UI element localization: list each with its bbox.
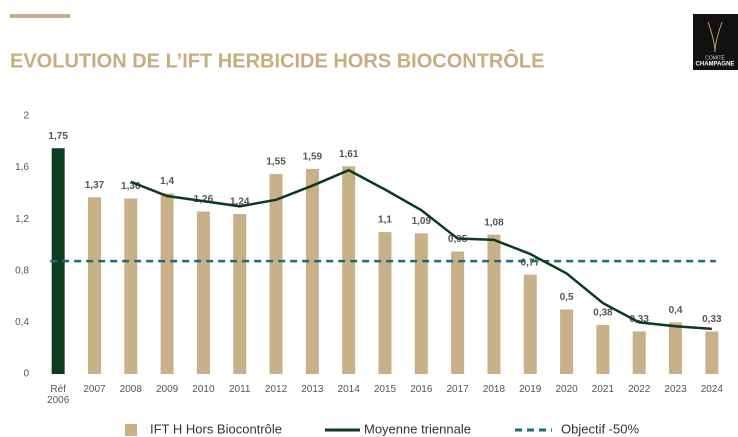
y-tick-label: 2 xyxy=(23,111,29,122)
value-label: 1,37 xyxy=(85,180,105,191)
x-tick-label: 2007 xyxy=(77,384,111,395)
x-tick-label: 2010 xyxy=(186,384,220,395)
logo-text: COMITÉ xyxy=(705,54,725,61)
bar xyxy=(705,331,718,374)
x-tick-label: 2019 xyxy=(513,384,547,395)
legend-label: Objectif -50% xyxy=(561,421,639,436)
bar xyxy=(487,235,500,374)
bar xyxy=(233,214,246,374)
y-tick-label: 0 xyxy=(23,369,29,380)
legend-swatch xyxy=(125,424,137,436)
x-tick-label: 2017 xyxy=(441,384,475,395)
value-label: 0,4 xyxy=(669,305,683,316)
legend-label: Moyenne triennale xyxy=(364,421,471,436)
chart-title: EVOLUTION DE L’IFT HERBICIDE HORS BIOCON… xyxy=(10,48,544,72)
logo-text: CHAMPAGNE xyxy=(696,62,735,68)
x-tick-label: 2013 xyxy=(295,384,329,395)
x-tick-label: 2015 xyxy=(368,384,402,395)
bar xyxy=(669,322,682,374)
value-label: 1,09 xyxy=(412,216,432,227)
x-tick-label: 2024 xyxy=(695,384,729,395)
x-tick-label: 2011 xyxy=(223,384,257,395)
bar xyxy=(306,169,319,374)
x-tick-label: 2023 xyxy=(659,384,693,395)
bar xyxy=(633,331,646,374)
bar xyxy=(560,310,573,375)
x-tick-label: 2022 xyxy=(622,384,656,395)
chart: EVOLUTION DE L’IFT HERBICIDE HORS BIOCON… xyxy=(0,0,738,437)
bar xyxy=(197,211,210,374)
page: EVOLUTION DE L’IFT HERBICIDE HORS BIOCON… xyxy=(0,0,738,437)
bar xyxy=(270,174,283,374)
bar xyxy=(379,232,392,374)
bar xyxy=(415,233,428,374)
x-tick-label: Réf 2006 xyxy=(41,384,75,406)
x-tick-label: 2021 xyxy=(586,384,620,395)
y-tick-label: 1,6 xyxy=(15,162,29,173)
x-tick-label: 2009 xyxy=(150,384,184,395)
value-label: 1,61 xyxy=(339,149,359,160)
value-label: 1,4 xyxy=(160,176,174,187)
x-tick-label: 2012 xyxy=(259,384,293,395)
bar xyxy=(596,325,609,374)
x-tick-label: 2008 xyxy=(114,384,148,395)
value-label: 1,1 xyxy=(378,215,392,226)
value-label: 1,59 xyxy=(303,152,323,163)
y-tick-label: 0,4 xyxy=(15,317,29,328)
value-label: 0,33 xyxy=(702,314,722,325)
x-tick-label: 2014 xyxy=(332,384,366,395)
bar xyxy=(342,166,355,374)
x-tick-label: 2018 xyxy=(477,384,511,395)
x-tick-label: 2020 xyxy=(550,384,584,395)
value-label: 0,38 xyxy=(593,308,613,319)
bar xyxy=(161,193,174,374)
x-tick-label: 2016 xyxy=(404,384,438,395)
bar xyxy=(451,251,464,374)
value-label: 1,08 xyxy=(484,217,504,228)
bar xyxy=(124,199,137,374)
value-label: 1,75 xyxy=(48,131,68,142)
value-label: 1,55 xyxy=(266,157,286,168)
y-tick-label: 0,8 xyxy=(15,265,29,276)
value-label: 0,5 xyxy=(560,292,574,303)
y-tick-label: 1,2 xyxy=(15,214,29,225)
bar xyxy=(88,197,101,374)
bar xyxy=(524,275,537,374)
legend-label: IFT H Hors Biocontrôle xyxy=(150,421,282,436)
accent-bar xyxy=(10,14,70,18)
